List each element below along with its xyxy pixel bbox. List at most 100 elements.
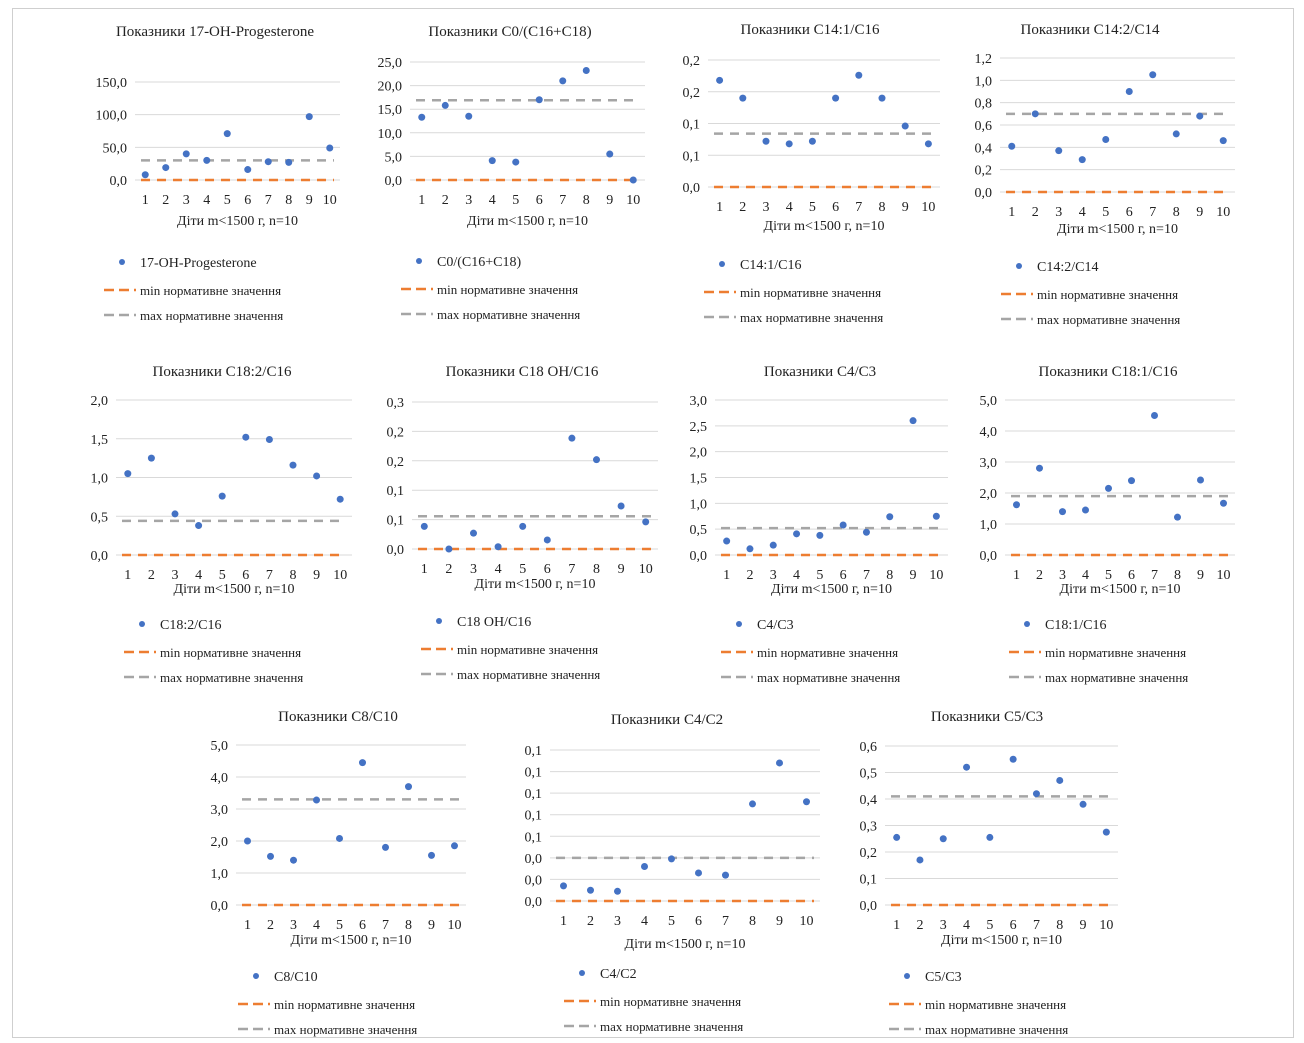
x-tick-label: 8 xyxy=(1056,918,1063,933)
x-tick-label: 5 xyxy=(224,193,231,208)
y-tick-label: 0,0 xyxy=(690,549,708,564)
y-tick-label: 50,0 xyxy=(103,141,128,156)
x-tick-label: 5 xyxy=(1102,205,1109,220)
legend-label-series: C14:2/C14 xyxy=(1037,260,1098,275)
data-point xyxy=(1196,112,1204,120)
data-point xyxy=(326,144,334,152)
data-point xyxy=(519,522,527,530)
x-tick-label: 8 xyxy=(593,562,600,577)
y-tick-label: 5,0 xyxy=(211,739,229,754)
data-point xyxy=(939,835,947,843)
y-tick-label: 0,2 xyxy=(860,846,878,861)
x-tick-label: 10 xyxy=(1099,918,1113,933)
data-point xyxy=(195,522,203,530)
x-tick-label: 1 xyxy=(124,568,131,583)
chart-title: Показники C8/C10 xyxy=(278,709,398,725)
data-point xyxy=(1172,130,1180,138)
x-tick-label: 5 xyxy=(512,193,519,208)
y-tick-label: 0,5 xyxy=(690,523,708,538)
data-point xyxy=(785,140,793,148)
data-point xyxy=(617,502,625,510)
x-tick-label: 3 xyxy=(763,200,770,215)
data-point xyxy=(1036,464,1043,472)
x-tick-label: 3 xyxy=(470,562,477,577)
x-tick-label: 2 xyxy=(739,200,746,215)
x-tick-label: 7 xyxy=(1033,918,1040,933)
x-tick-label: 9 xyxy=(1196,205,1203,220)
data-point xyxy=(963,763,971,771)
x-tick-label: 3 xyxy=(465,193,472,208)
legend-marker-series xyxy=(119,259,125,265)
legend-label-min: min нормативне значення xyxy=(457,642,598,657)
x-tick-label: 8 xyxy=(1173,205,1180,220)
legend-label-max: max нормативне значення xyxy=(757,670,900,685)
legend-label-min: min нормативне значення xyxy=(925,997,1066,1012)
x-axis-label: Діти m<1500 г, n=10 xyxy=(291,933,412,948)
data-point xyxy=(668,855,675,863)
legend-label-max: max нормативне значення xyxy=(1045,670,1188,685)
x-axis-label: Діти m<1500 г, n=10 xyxy=(1057,222,1178,237)
y-tick-label: 0,1 xyxy=(860,873,878,888)
data-point xyxy=(171,510,179,518)
y-tick-label: 0,1 xyxy=(525,830,543,845)
chart-title: Показники C18:2/C16 xyxy=(153,364,292,380)
data-point xyxy=(382,843,389,851)
x-tick-label: 8 xyxy=(285,193,292,208)
data-point xyxy=(1056,776,1064,784)
x-tick-label: 10 xyxy=(626,193,640,208)
y-tick-label: 4,0 xyxy=(980,425,998,440)
x-tick-label: 1 xyxy=(244,918,251,933)
x-tick-label: 3 xyxy=(290,918,297,933)
x-tick-label: 5 xyxy=(1105,568,1112,583)
x-tick-label: 8 xyxy=(886,568,893,583)
x-tick-label: 1 xyxy=(142,193,149,208)
legend-label-max: max нормативне значення xyxy=(274,1022,417,1037)
legend-label-min: min нормативне значення xyxy=(140,283,281,298)
y-tick-label: 0,0 xyxy=(525,852,543,867)
data-point xyxy=(901,122,909,130)
chart-title: Показники C14:2/C14 xyxy=(1021,22,1160,38)
x-tick-label: 6 xyxy=(242,568,249,583)
legend-label-max: max нормативне значення xyxy=(140,308,283,323)
data-point xyxy=(265,436,273,444)
legend-label-series: C8/C10 xyxy=(274,970,318,985)
data-point xyxy=(886,513,894,521)
x-axis-label: Діти m<1500 г, n=10 xyxy=(467,214,588,229)
y-tick-label: 0,0 xyxy=(525,873,543,888)
data-point xyxy=(893,833,901,841)
data-point xyxy=(593,456,600,464)
x-tick-label: 1 xyxy=(1008,205,1015,220)
data-point xyxy=(162,164,170,172)
data-point xyxy=(1128,477,1135,485)
y-tick-label: 0,1 xyxy=(525,744,543,759)
x-tick-label: 6 xyxy=(695,914,702,929)
x-tick-label: 10 xyxy=(333,568,347,583)
y-tick-label: 0,0 xyxy=(525,895,543,910)
y-tick-label: 1,0 xyxy=(975,74,993,89)
x-tick-label: 9 xyxy=(306,193,313,208)
y-tick-label: 2,0 xyxy=(980,487,998,502)
data-point xyxy=(723,537,731,545)
y-tick-label: 0,0 xyxy=(980,549,998,564)
data-point xyxy=(1013,501,1020,509)
data-point xyxy=(776,759,783,767)
legend-marker-series xyxy=(436,618,442,624)
y-tick-label: 0,0 xyxy=(91,549,109,564)
x-tick-label: 8 xyxy=(290,568,297,583)
data-point xyxy=(793,530,801,538)
data-point xyxy=(839,521,847,529)
data-point xyxy=(629,176,637,184)
data-point xyxy=(749,800,756,808)
data-point xyxy=(470,529,477,537)
x-axis-label: Діти m<1500 г, n=10 xyxy=(941,933,1062,948)
x-tick-label: 2 xyxy=(1036,568,1043,583)
x-tick-label: 10 xyxy=(448,918,462,933)
data-point xyxy=(932,512,940,520)
legend-marker-series xyxy=(253,973,259,979)
x-tick-label: 6 xyxy=(536,193,543,208)
y-tick-label: 1,0 xyxy=(690,497,708,512)
data-point xyxy=(1220,499,1227,507)
y-tick-label: 5,0 xyxy=(385,150,403,165)
y-tick-label: 100,0 xyxy=(96,109,128,124)
